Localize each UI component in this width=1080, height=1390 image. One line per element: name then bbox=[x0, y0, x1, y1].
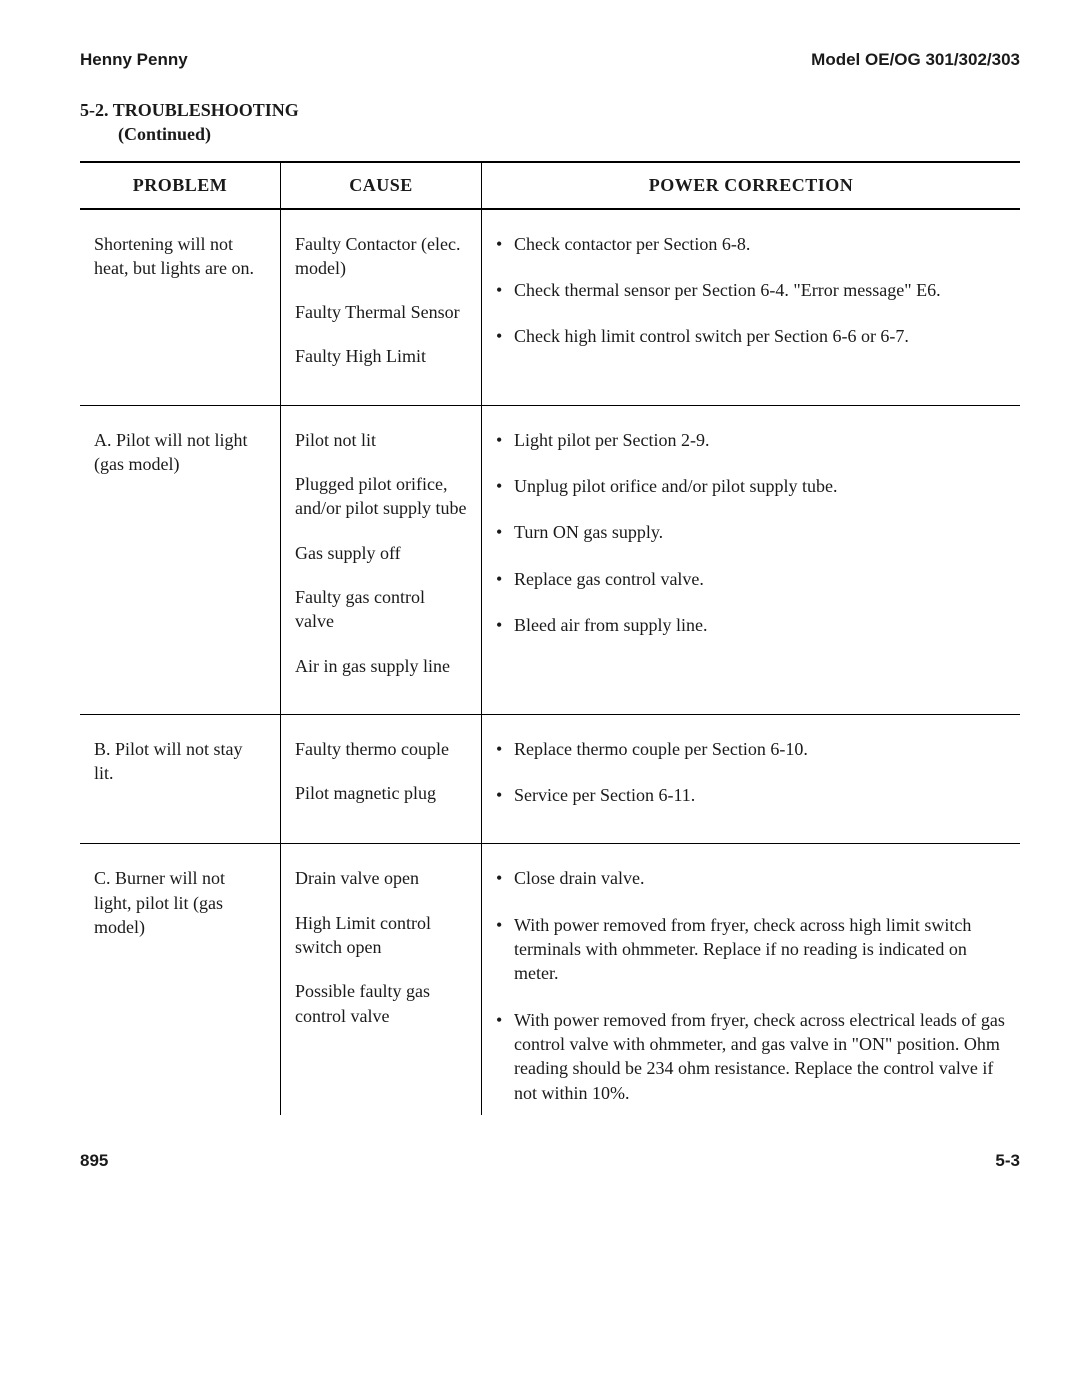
problem-cell: A. Pilot will not light (gas model) bbox=[80, 405, 281, 714]
bullet-icon: • bbox=[496, 474, 514, 498]
cause-cell: Drain valve open High Limit control swit… bbox=[281, 844, 482, 1115]
col-header-cause: CAUSE bbox=[281, 162, 482, 209]
correction-text: Close drain valve. bbox=[514, 866, 1006, 890]
bullet-icon: • bbox=[496, 324, 514, 348]
correction-item: •Replace gas control valve. bbox=[496, 567, 1006, 591]
correction-text: Turn ON gas supply. bbox=[514, 520, 1006, 544]
cause-item: Drain valve open bbox=[295, 866, 467, 890]
cause-cell: Faulty Contactor (elec. model) Faulty Th… bbox=[281, 209, 482, 406]
correction-item: •Check contactor per Section 6-8. bbox=[496, 232, 1006, 256]
cause-item: Pilot magnetic plug bbox=[295, 781, 467, 805]
cause-item: Gas supply off bbox=[295, 541, 467, 565]
header-left: Henny Penny bbox=[80, 50, 188, 70]
correction-text: Replace thermo couple per Section 6-10. bbox=[514, 737, 1006, 761]
correction-cell: •Close drain valve. •With power removed … bbox=[482, 844, 1021, 1115]
correction-text: With power removed from fryer, check acr… bbox=[514, 1008, 1006, 1105]
bullet-icon: • bbox=[496, 278, 514, 302]
correction-item: •Check thermal sensor per Section 6-4. "… bbox=[496, 278, 1006, 302]
correction-text: Check thermal sensor per Section 6-4. "E… bbox=[514, 278, 1006, 302]
correction-cell: •Replace thermo couple per Section 6-10.… bbox=[482, 714, 1021, 844]
correction-item: •Unplug pilot orifice and/or pilot suppl… bbox=[496, 474, 1006, 498]
section-number: 5-2. bbox=[80, 100, 109, 120]
cause-item: Plugged pilot orifice, and/or pilot supp… bbox=[295, 472, 467, 521]
correction-item: •With power removed from fryer, check ac… bbox=[496, 1008, 1006, 1105]
correction-item: •Light pilot per Section 2-9. bbox=[496, 428, 1006, 452]
correction-item: •Turn ON gas supply. bbox=[496, 520, 1006, 544]
cause-item: Faulty gas control valve bbox=[295, 585, 467, 634]
correction-text: With power removed from fryer, check acr… bbox=[514, 913, 1006, 986]
bullet-icon: • bbox=[496, 520, 514, 544]
bullet-icon: • bbox=[496, 783, 514, 807]
correction-cell: •Check contactor per Section 6-8. •Check… bbox=[482, 209, 1021, 406]
bullet-icon: • bbox=[496, 428, 514, 452]
table-row: B. Pilot will not stay lit. Faulty therm… bbox=[80, 714, 1020, 844]
table-row: C. Burner will not light, pilot lit (gas… bbox=[80, 844, 1020, 1115]
bullet-icon: • bbox=[496, 567, 514, 591]
col-header-problem: PROBLEM bbox=[80, 162, 281, 209]
cause-item: Faulty Contactor (elec. model) bbox=[295, 232, 467, 281]
correction-text: Check contactor per Section 6-8. bbox=[514, 232, 1006, 256]
cause-item: Pilot not lit bbox=[295, 428, 467, 452]
correction-cell: •Light pilot per Section 2-9. •Unplug pi… bbox=[482, 405, 1021, 714]
correction-text: Bleed air from supply line. bbox=[514, 613, 1006, 637]
cause-cell: Pilot not lit Plugged pilot orifice, and… bbox=[281, 405, 482, 714]
bullet-icon: • bbox=[496, 737, 514, 761]
correction-text: Service per Section 6-11. bbox=[514, 783, 1006, 807]
section-continued: (Continued) bbox=[80, 124, 211, 144]
correction-item: •Service per Section 6-11. bbox=[496, 783, 1006, 807]
correction-item: •Bleed air from supply line. bbox=[496, 613, 1006, 637]
correction-item: •Replace thermo couple per Section 6-10. bbox=[496, 737, 1006, 761]
correction-text: Unplug pilot orifice and/or pilot supply… bbox=[514, 474, 1006, 498]
cause-cell: Faulty thermo couple Pilot magnetic plug bbox=[281, 714, 482, 844]
section-heading: 5-2. TROUBLESHOOTING (Continued) bbox=[80, 98, 1020, 147]
bullet-icon: • bbox=[496, 866, 514, 890]
correction-text: Light pilot per Section 2-9. bbox=[514, 428, 1006, 452]
bullet-icon: • bbox=[496, 913, 514, 986]
header-right: Model OE/OG 301/302/303 bbox=[811, 50, 1020, 70]
problem-cell: C. Burner will not light, pilot lit (gas… bbox=[80, 844, 281, 1115]
table-row: A. Pilot will not light (gas model) Pilo… bbox=[80, 405, 1020, 714]
troubleshooting-table: PROBLEM CAUSE POWER CORRECTION Shortenin… bbox=[80, 161, 1020, 1115]
page-header: Henny Penny Model OE/OG 301/302/303 bbox=[80, 50, 1020, 70]
bullet-icon: • bbox=[496, 613, 514, 637]
footer-right: 5-3 bbox=[995, 1151, 1020, 1171]
correction-item: •With power removed from fryer, check ac… bbox=[496, 913, 1006, 986]
cause-item: Faulty Thermal Sensor bbox=[295, 300, 467, 324]
cause-item: High Limit control switch open bbox=[295, 911, 467, 960]
section-title: TROUBLESHOOTING bbox=[113, 100, 299, 120]
bullet-icon: • bbox=[496, 1008, 514, 1105]
cause-item: Possible faulty gas control valve bbox=[295, 979, 467, 1028]
problem-cell: B. Pilot will not stay lit. bbox=[80, 714, 281, 844]
cause-item: Faulty thermo couple bbox=[295, 737, 467, 761]
correction-item: •Check high limit control switch per Sec… bbox=[496, 324, 1006, 348]
problem-cell: Shortening will not heat, but lights are… bbox=[80, 209, 281, 406]
bullet-icon: • bbox=[496, 232, 514, 256]
footer-left: 895 bbox=[80, 1151, 108, 1171]
cause-item: Faulty High Limit bbox=[295, 344, 467, 368]
table-header-row: PROBLEM CAUSE POWER CORRECTION bbox=[80, 162, 1020, 209]
page-footer: 895 5-3 bbox=[80, 1151, 1020, 1171]
col-header-correction: POWER CORRECTION bbox=[482, 162, 1021, 209]
correction-text: Replace gas control valve. bbox=[514, 567, 1006, 591]
table-row: Shortening will not heat, but lights are… bbox=[80, 209, 1020, 406]
correction-text: Check high limit control switch per Sect… bbox=[514, 324, 1006, 348]
cause-item: Air in gas supply line bbox=[295, 654, 467, 678]
correction-item: •Close drain valve. bbox=[496, 866, 1006, 890]
